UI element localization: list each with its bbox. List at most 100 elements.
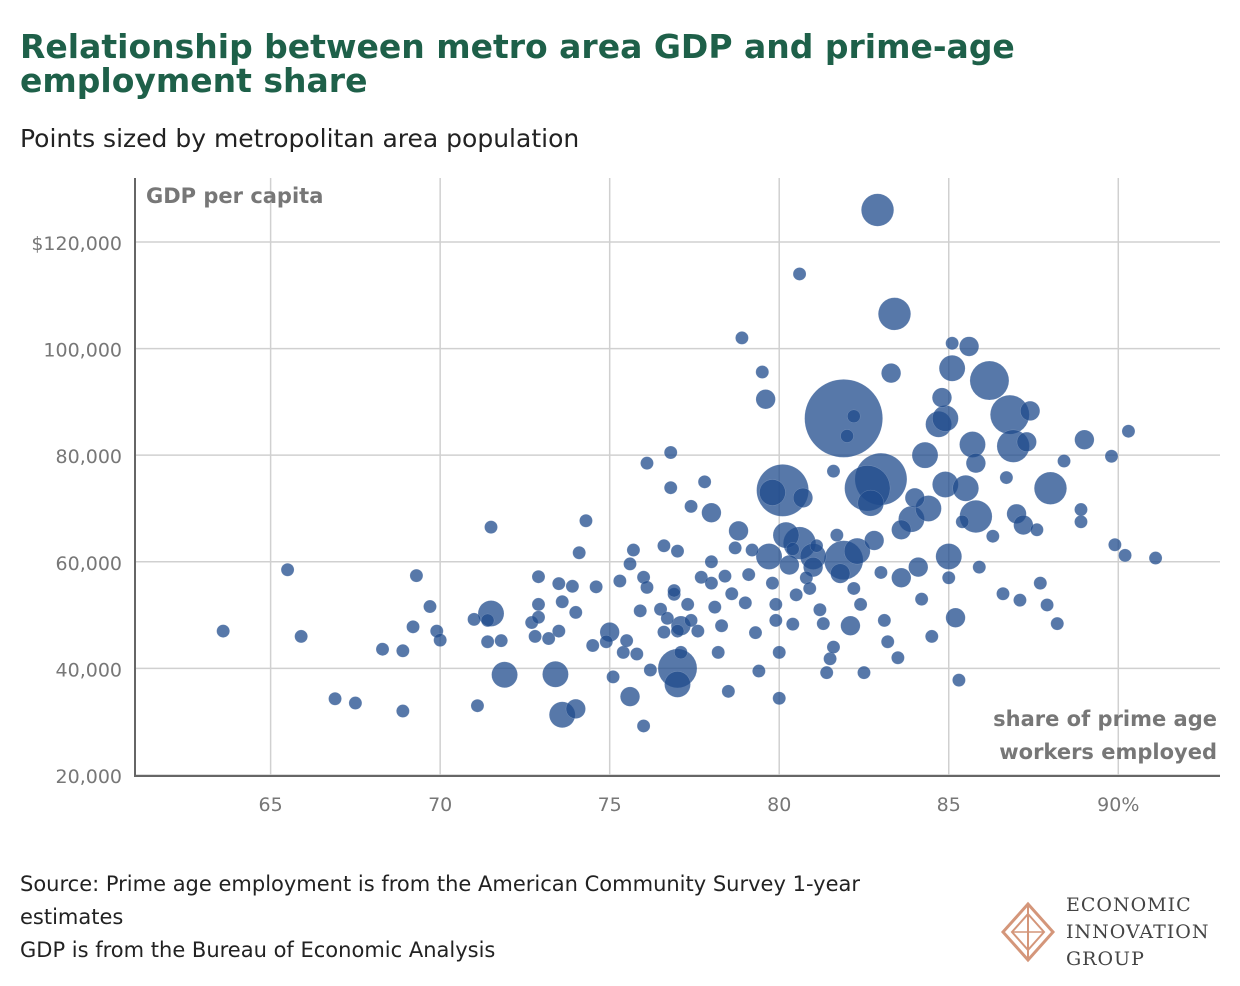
data-point [1108,537,1122,552]
x-axis-title-line-2: workers employed [999,740,1217,764]
diamond-logo-icon [1000,901,1056,963]
logo-line-1: ECONOMIC [1066,894,1192,916]
data-point [660,611,675,626]
data-point [1050,616,1064,631]
data-point [914,592,929,606]
data-point [847,581,861,596]
data-point [1033,576,1048,590]
data-point [616,645,630,660]
data-point [1057,454,1071,468]
data-point [491,661,518,689]
data-point [792,267,807,281]
data-point [396,644,410,658]
logo-line-3: GROUP [1066,948,1145,970]
data-point [494,633,508,648]
data-point [620,686,641,707]
data-point [738,596,753,610]
data-point [908,557,929,578]
data-point [786,617,800,631]
data-point [996,587,1010,601]
data-point [619,633,634,648]
data-point [816,616,831,631]
data-point [802,581,817,596]
data-point [480,613,495,628]
data-point [769,597,783,612]
data-point [1074,502,1088,517]
data-point [972,560,987,574]
y-tick-label: 80,000 [56,446,122,468]
data-point [792,487,813,508]
data-point [599,634,614,649]
data-point [945,336,959,350]
data-point [348,696,363,710]
data-point [1118,548,1132,563]
data-point [880,634,895,649]
data-point [952,673,966,687]
data-point [467,612,481,627]
data-point [684,613,698,628]
data-point [653,602,668,616]
data-point [569,605,583,620]
data-point [969,360,1010,401]
data-point [667,583,681,598]
data-point [684,499,698,514]
data-point [935,543,962,570]
data-point [891,650,905,665]
data-point [804,379,883,458]
data-point [769,613,783,628]
data-point [328,692,342,706]
data-point [1033,471,1067,505]
data-point [657,625,671,639]
data-point [1020,400,1041,421]
data-point [375,642,390,656]
data-point [789,588,803,602]
data-point [745,543,759,557]
data-point [786,542,800,556]
data-point [1030,523,1044,537]
data-point [670,624,685,638]
data-point [704,555,719,569]
data-point [752,664,766,678]
data-point [640,580,654,595]
chart-subtitle: Points sized by metropolitan area popula… [20,124,580,153]
y-tick-label: 20,000 [56,766,122,788]
data-point [657,539,671,553]
data-point [847,409,861,424]
data-point [735,331,749,345]
data-point [772,645,786,660]
data-point [1148,551,1163,565]
data-point [853,597,868,612]
data-point [874,565,888,580]
data-point [396,704,410,718]
x-tick-label: 90% [1097,794,1139,816]
points-layer [216,193,1163,733]
data-point [280,563,295,577]
data-point [986,529,1000,543]
data-point [680,597,695,612]
data-point [843,537,871,565]
data-point [932,405,959,432]
data-point [704,576,719,590]
data-point [823,652,837,666]
data-point [630,647,644,661]
y-axis-title: GDP per capita [146,184,323,208]
data-point [959,336,980,357]
data-point [755,365,770,379]
data-point [1013,515,1034,536]
data-point [891,567,912,588]
data-point [881,363,902,384]
x-tick-label: 70 [428,794,452,816]
y-tick-label: 40,000 [56,659,122,681]
y-tick-label: 60,000 [56,553,122,575]
data-point [541,631,556,646]
data-point [1074,515,1088,529]
data-point [664,671,691,698]
scatter-chart: 20,000 40,000 60,000 80,000 100,000 $120,000 6… [31,178,1220,816]
data-point [840,615,861,636]
data-point [925,629,939,644]
data-point [748,625,763,640]
data-point [643,663,658,677]
data-point [741,567,756,582]
data-point [613,574,627,588]
data-point [572,545,586,560]
